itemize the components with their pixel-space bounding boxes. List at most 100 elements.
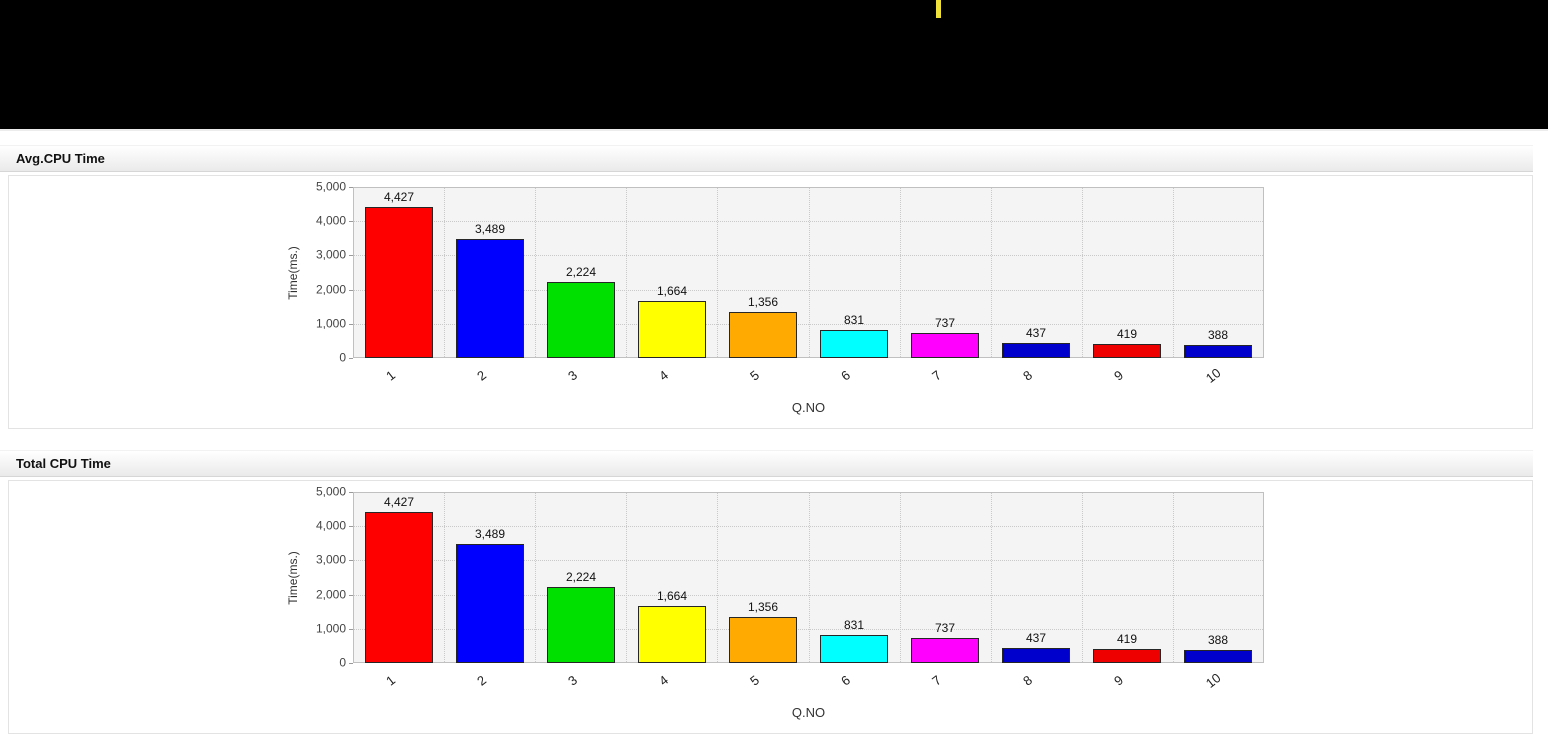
horizontal-gridline xyxy=(354,221,1263,222)
bar-q2 xyxy=(456,544,524,663)
y-tick-label: 0 xyxy=(339,655,346,670)
x-axis-title: Q.NO xyxy=(791,705,826,720)
bar-value-label: 3,489 xyxy=(474,222,506,236)
y-tick-mark xyxy=(349,187,353,188)
y-tick-mark xyxy=(349,221,353,222)
y-tick-mark xyxy=(349,324,353,325)
bar-q9 xyxy=(1093,649,1161,663)
text-cursor xyxy=(936,0,941,18)
bar-value-label: 1,356 xyxy=(747,600,779,614)
vertical-gridline xyxy=(991,493,992,662)
bar-q7 xyxy=(911,333,979,358)
y-tick-label: 2,000 xyxy=(315,282,346,297)
total-cpu-time-panel: Total CPU Time 0 1,000 2,000 3,000 4,000 5,00… xyxy=(0,450,1533,734)
bar-q8 xyxy=(1002,343,1070,358)
x-tick-label: 2 xyxy=(474,367,490,384)
y-tick-mark xyxy=(349,629,353,630)
y-axis-title: Time(ms.) xyxy=(286,550,300,605)
bar-value-label: 1,664 xyxy=(656,589,688,603)
vertical-gridline xyxy=(717,493,718,662)
vertical-gridline xyxy=(809,188,810,357)
vertical-gridline xyxy=(444,188,445,357)
y-tick-label: 1,000 xyxy=(315,316,346,331)
y-tick-mark xyxy=(349,255,353,256)
x-tick-label: 1 xyxy=(383,367,399,384)
bar-value-label: 388 xyxy=(1207,633,1229,647)
bar-q1 xyxy=(365,512,433,663)
y-tick-mark xyxy=(349,595,353,596)
bar-value-label: 388 xyxy=(1207,328,1229,342)
y-tick-label: 3,000 xyxy=(315,247,346,262)
vertical-gridline xyxy=(535,493,536,662)
x-axis-title: Q.NO xyxy=(791,400,826,415)
bar-value-label: 831 xyxy=(843,313,865,327)
bar-value-label: 2,224 xyxy=(565,570,597,584)
vertical-gridline xyxy=(1173,493,1174,662)
y-tick-label: 1,000 xyxy=(315,621,346,636)
bar-value-label: 419 xyxy=(1116,632,1138,646)
x-tick-label: 4 xyxy=(656,367,672,384)
avg-cpu-time-chart: 0 1,000 2,000 3,000 4,000 5,000 4,427 1 3,489 2 2,… xyxy=(8,175,1533,429)
y-tick-label: 4,000 xyxy=(315,518,346,533)
x-tick-label: 6 xyxy=(838,367,854,384)
vertical-gridline xyxy=(1173,188,1174,357)
bar-q10 xyxy=(1184,345,1252,358)
vertical-gridline xyxy=(717,188,718,357)
x-tick-label: 4 xyxy=(656,672,672,689)
y-tick-label: 0 xyxy=(339,350,346,365)
x-tick-label: 7 xyxy=(929,672,945,689)
bar-q3 xyxy=(547,587,615,663)
y-tick-label: 5,000 xyxy=(315,484,346,499)
x-tick-label: 10 xyxy=(1202,365,1224,386)
top-black-region[interactable] xyxy=(0,0,1548,131)
y-tick-mark xyxy=(349,560,353,561)
bar-q6 xyxy=(820,635,888,663)
bar-q7 xyxy=(911,638,979,663)
bar-value-label: 737 xyxy=(934,621,956,635)
vertical-gridline xyxy=(1082,188,1083,357)
x-tick-label: 3 xyxy=(565,367,581,384)
bar-q10 xyxy=(1184,650,1252,663)
bar-value-label: 2,224 xyxy=(565,265,597,279)
horizontal-gridline xyxy=(354,255,1263,256)
bar-value-label: 419 xyxy=(1116,327,1138,341)
x-tick-label: 2 xyxy=(474,672,490,689)
x-tick-label: 1 xyxy=(383,672,399,689)
bar-q5 xyxy=(729,312,797,358)
horizontal-gridline xyxy=(354,629,1263,630)
y-tick-label: 4,000 xyxy=(315,213,346,228)
x-tick-label: 8 xyxy=(1020,367,1036,384)
bar-q4 xyxy=(638,606,706,663)
bar-value-label: 4,427 xyxy=(383,495,415,509)
y-tick-mark xyxy=(349,358,353,359)
bar-q5 xyxy=(729,617,797,663)
bar-q6 xyxy=(820,330,888,358)
vertical-gridline xyxy=(626,188,627,357)
bar-value-label: 1,356 xyxy=(747,295,779,309)
vertical-gridline xyxy=(991,188,992,357)
x-tick-label: 5 xyxy=(747,672,763,689)
x-tick-label: 9 xyxy=(1111,367,1127,384)
bar-q9 xyxy=(1093,344,1161,358)
vertical-gridline xyxy=(1082,493,1083,662)
horizontal-gridline xyxy=(354,560,1263,561)
bar-value-label: 737 xyxy=(934,316,956,330)
x-tick-label: 10 xyxy=(1202,670,1224,691)
horizontal-gridline xyxy=(354,595,1263,596)
y-tick-mark xyxy=(349,290,353,291)
bar-q4 xyxy=(638,301,706,358)
y-tick-mark xyxy=(349,526,353,527)
bar-q1 xyxy=(365,207,433,358)
total-cpu-time-chart: 0 1,000 2,000 3,000 4,000 5,000 4,427 1 3,489 2 2,… xyxy=(8,480,1533,734)
horizontal-gridline xyxy=(354,290,1263,291)
y-axis-title: Time(ms.) xyxy=(286,245,300,300)
x-tick-label: 3 xyxy=(565,672,581,689)
bar-value-label: 437 xyxy=(1025,631,1047,645)
x-tick-label: 6 xyxy=(838,672,854,689)
x-tick-label: 8 xyxy=(1020,672,1036,689)
bar-value-label: 1,664 xyxy=(656,284,688,298)
y-tick-label: 3,000 xyxy=(315,552,346,567)
y-tick-mark xyxy=(349,492,353,493)
bar-q8 xyxy=(1002,648,1070,663)
avg-cpu-time-panel: Avg.CPU Time 0 1,000 2,000 3,000 4,000 5,000 4… xyxy=(0,145,1533,429)
